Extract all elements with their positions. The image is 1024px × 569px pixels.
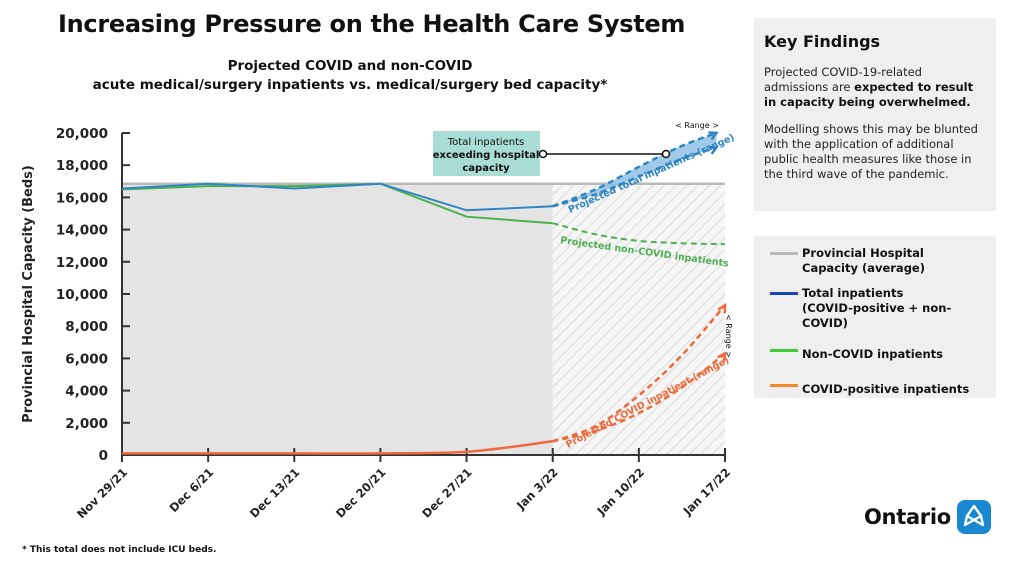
x-tick-label: Dec 6/21: [167, 465, 217, 515]
total-range-label: < Range >: [675, 121, 719, 130]
x-tick-label: Dec 13/21: [247, 465, 302, 520]
legend-label-total-2: (COVID-positive + non-COVID): [802, 301, 988, 331]
key-findings-paragraph-2: Modelling shows this may be blunted with…: [764, 122, 986, 182]
y-tick-label: 14,000: [56, 223, 108, 239]
legend-label-capacity-1: Provincial Hospital: [802, 246, 988, 261]
line-chart: 0 2,000 4,000 6,000 8,000 10,000 12,000 14,000 1…: [0, 0, 750, 545]
legend-item-capacity: Provincial Hospital Capacity (average): [762, 246, 988, 276]
y-tick-label: 18,000: [56, 158, 108, 174]
legend-swatch-total: [770, 292, 798, 295]
legend-swatch-covid: [770, 384, 798, 387]
covid-range-label: < Range >: [724, 314, 733, 358]
x-tick-label: Dec 27/21: [419, 465, 474, 520]
callout-leader-end: [663, 151, 670, 158]
y-tick-label: 8,000: [65, 319, 108, 335]
x-tick-label: Jan 17/22: [680, 465, 733, 518]
callout-text-1: Total inpatients: [447, 137, 524, 148]
callout-text-2: exceeding hospital: [433, 150, 540, 161]
ontario-wordmark: Ontario: [864, 505, 951, 529]
y-tick-label: 6,000: [65, 351, 108, 367]
legend-item-noncovid: Non-COVID inpatients: [762, 343, 988, 362]
legend-panel: Provincial Hospital Capacity (average) T…: [754, 236, 996, 398]
y-tick-label: 12,000: [56, 255, 108, 271]
legend-swatch-noncovid: [770, 349, 798, 352]
legend-label-noncovid: Non-COVID inpatients: [802, 347, 943, 361]
legend-swatch-capacity: [770, 252, 798, 255]
ontario-brand: Ontario: [864, 500, 991, 534]
historical-shaded-area: [122, 184, 553, 455]
y-tick-label: 4,000: [65, 384, 108, 400]
legend-label-covid: COVID-positive inpatients: [802, 382, 969, 396]
y-tick-label: 16,000: [56, 190, 108, 206]
legend-item-total: Total inpatients (COVID-positive + non-C…: [762, 286, 988, 331]
legend-label-total-1: Total inpatients: [802, 286, 988, 301]
y-tick-label: 2,000: [65, 416, 108, 432]
key-findings-paragraph-1: Projected COVID-19-related admissions ar…: [764, 65, 986, 110]
y-tick-label: 20,000: [56, 126, 108, 142]
footnote: * This total does not include ICU beds.: [22, 545, 216, 555]
x-tick-label: Jan 3/22: [513, 465, 561, 513]
x-tick-label: Nov 29/21: [74, 465, 130, 521]
y-tick-label: 10,000: [56, 287, 108, 303]
x-tick-label: Jan 10/22: [594, 465, 647, 518]
callout-leader-start: [540, 151, 547, 158]
y-tick-label: 0: [99, 448, 108, 464]
key-findings-panel: Key Findings Projected COVID-19-related …: [754, 18, 996, 211]
x-tick-label: Dec 20/21: [333, 465, 388, 520]
ontario-trillium-icon: [957, 500, 991, 534]
legend-label-capacity-2: Capacity (average): [802, 261, 988, 276]
callout-text-3: capacity: [462, 163, 510, 174]
key-findings-heading: Key Findings: [764, 32, 986, 51]
legend-item-covid: COVID-positive inpatients: [762, 378, 988, 397]
y-axis-title: Provincial Hospital Capacity (Beds): [21, 165, 36, 423]
